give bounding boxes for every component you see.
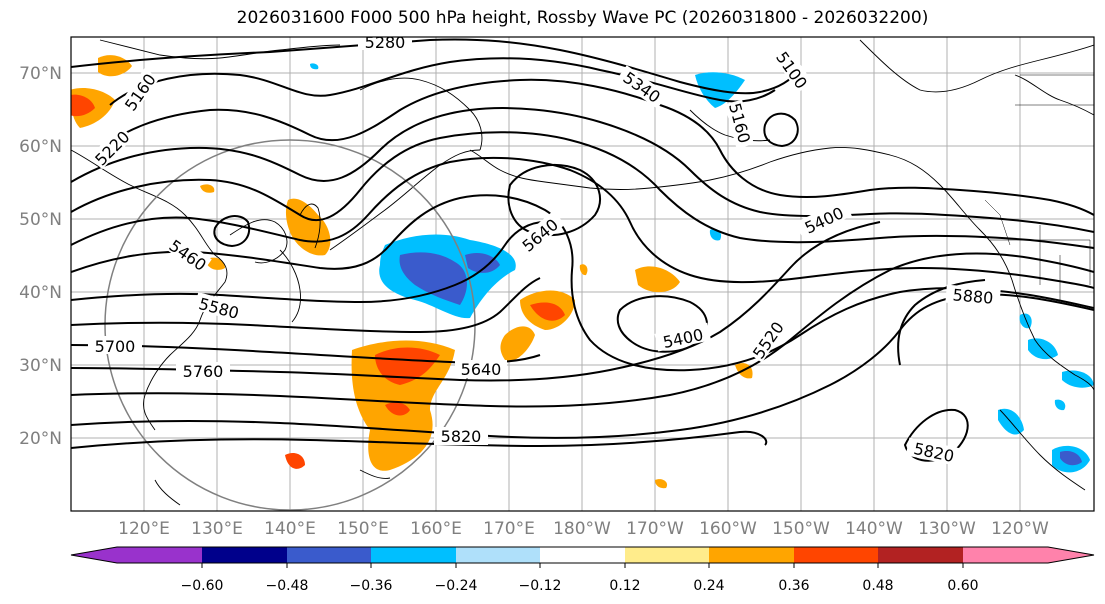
colorbar-segment xyxy=(794,547,878,563)
colorbar-segment xyxy=(371,547,456,563)
positive-anomaly-shading xyxy=(71,55,753,489)
colorbar-tick-label: −0.24 xyxy=(435,578,478,594)
colorbar-segment xyxy=(540,547,625,563)
colorbar-tick-label: −0.60 xyxy=(181,578,224,594)
colorbar-tick-label: 0.24 xyxy=(693,578,724,594)
lat-label: 30°N xyxy=(19,356,62,376)
lat-label: 70°N xyxy=(19,64,62,84)
lon-label: 140°W xyxy=(845,519,903,539)
colorbar-segment xyxy=(287,547,371,563)
colorbar-outline xyxy=(70,546,1095,564)
colorbar-segment xyxy=(878,547,963,563)
colorbar: −0.60 −0.48 −0.36 −0.24 −0.12 0.12 0.24 … xyxy=(70,546,1095,594)
colorbar-tick-label: 0.48 xyxy=(862,578,893,594)
contour-label: 5820 xyxy=(441,427,482,446)
lon-label: 160°W xyxy=(699,519,757,539)
lon-label: 150°E xyxy=(337,519,389,539)
lon-label: 170°W xyxy=(626,519,684,539)
lon-label: 130°W xyxy=(918,519,976,539)
coastlines xyxy=(71,39,1094,506)
colorbar-tick-label: 0.36 xyxy=(778,578,809,594)
latitude-labels: 70°N 60°N 50°N 40°N 30°N 20°N xyxy=(19,64,62,449)
contour-label: 5280 xyxy=(365,33,406,52)
longitude-labels: 120°E 130°E 140°E 150°E 160°E 170°E 180°… xyxy=(118,519,1049,539)
contour-label: 5880 xyxy=(952,285,994,307)
colorbar-segment xyxy=(709,547,794,563)
lat-label: 60°N xyxy=(19,137,62,157)
lat-label: 40°N xyxy=(19,283,62,303)
lon-label: 120°W xyxy=(991,519,1049,539)
lon-label: 130°E xyxy=(191,519,243,539)
lat-label: 20°N xyxy=(19,429,62,449)
colorbar-segment xyxy=(625,547,709,563)
lon-label: 170°E xyxy=(483,519,535,539)
lat-label: 50°N xyxy=(19,210,62,230)
contour-label: 5760 xyxy=(183,362,224,381)
colorbar-segment xyxy=(963,547,1094,563)
colorbar-tick-label: 0.60 xyxy=(947,578,978,594)
colorbar-tick-label: −0.36 xyxy=(350,578,393,594)
lon-label: 180°W xyxy=(553,519,611,539)
map-border xyxy=(70,36,1095,512)
lon-label: 150°W xyxy=(772,519,830,539)
colorbar-tick-label: −0.12 xyxy=(519,578,562,594)
lon-label: 120°E xyxy=(118,519,170,539)
contour-label: 5640 xyxy=(461,360,502,379)
colorbar-tick-label: 0.12 xyxy=(609,578,640,594)
colorbar-segment xyxy=(202,547,287,563)
colorbar-tick-label: −0.48 xyxy=(266,578,309,594)
colorbar-segment xyxy=(456,547,540,563)
colorbar-segment xyxy=(71,547,202,563)
lon-label: 160°E xyxy=(410,519,462,539)
map-title: 2026031600 F000 500 hPa height, Rossby W… xyxy=(236,8,929,28)
lon-label: 140°E xyxy=(264,519,316,539)
contour-label: 5700 xyxy=(95,337,136,356)
